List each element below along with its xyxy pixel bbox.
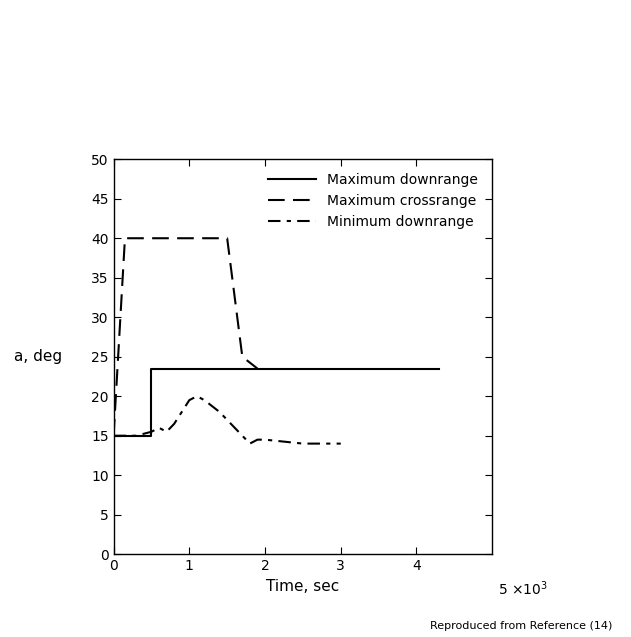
Maximum crossrange [223,234,231,242]
Text: 5 $\times$10$^3$: 5 $\times$10$^3$ [498,580,548,598]
Minimum downrange [261,436,269,443]
Line: Maximum downrange: Maximum downrange [114,369,439,436]
Minimum downrange [186,396,193,404]
Minimum downrange [223,416,231,424]
Minimum downrange [193,392,201,400]
Line: Maximum crossrange: Maximum crossrange [114,238,257,436]
Text: Reproduced from Reference (14): Reproduced from Reference (14) [430,620,612,631]
X-axis label: Time, sec: Time, sec [266,578,339,594]
Legend: Maximum downrange, Maximum crossrange, Minimum downrange: Maximum downrange, Maximum crossrange, M… [261,166,485,236]
Minimum downrange [163,428,170,436]
Minimum downrange [133,432,140,440]
Text: a, deg: a, deg [14,349,62,364]
Maximum downrange [435,365,443,373]
Maximum crossrange [239,353,246,361]
Minimum downrange [155,424,163,432]
Minimum downrange [337,440,345,447]
Minimum downrange [201,396,208,404]
Minimum downrange [216,408,223,416]
Maximum downrange [110,432,117,440]
Minimum downrange [246,440,254,447]
Minimum downrange [148,428,155,436]
Maximum downrange [148,432,155,440]
Minimum downrange [239,432,246,440]
Line: Minimum downrange: Minimum downrange [114,396,341,443]
Minimum downrange [299,440,307,447]
Minimum downrange [110,432,117,440]
Maximum crossrange [254,365,261,373]
Maximum downrange [148,365,155,373]
Minimum downrange [170,420,178,427]
Maximum crossrange [110,432,117,440]
Maximum crossrange [121,234,129,242]
Maximum crossrange [133,234,140,242]
Minimum downrange [254,436,261,443]
Maximum crossrange [223,234,231,242]
